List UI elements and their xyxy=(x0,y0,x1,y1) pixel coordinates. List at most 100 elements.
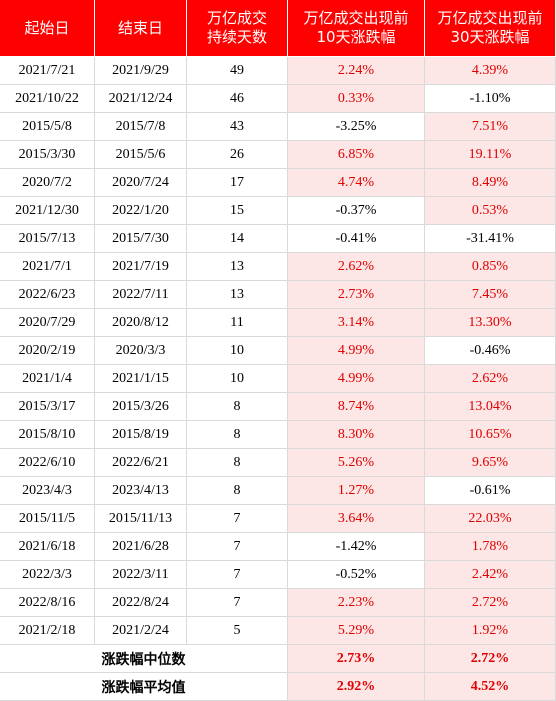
table-cell: 2.62% xyxy=(425,365,556,393)
table-cell: 7 xyxy=(187,505,288,533)
table-cell: 2022/6/23 xyxy=(0,281,95,309)
cell-text: 2023/4/13 xyxy=(112,482,169,498)
summary-label: 涨跌幅中位数 xyxy=(0,645,288,673)
table-cell: 2021/1/15 xyxy=(95,365,187,393)
table-cell: 2021/7/1 xyxy=(0,253,95,281)
cell-text: -0.41% xyxy=(335,230,377,246)
summary-label: 涨跌幅平均值 xyxy=(0,673,288,701)
summary-label-text: 涨跌幅平均值 xyxy=(101,679,186,696)
cell-text: 0.85% xyxy=(471,258,509,274)
cell-text: -0.37% xyxy=(335,202,377,218)
table-cell: 2022/6/10 xyxy=(0,449,95,477)
header-text: 起始日 xyxy=(24,18,70,37)
table-cell: 6.85% xyxy=(288,141,425,169)
table-cell: 49 xyxy=(187,57,288,85)
table-cell: 14 xyxy=(187,225,288,253)
table-cell: 7 xyxy=(187,533,288,561)
table-cell: 0.53% xyxy=(425,197,556,225)
table-cell: 2015/11/13 xyxy=(95,505,187,533)
cell-text: 2.23% xyxy=(337,594,375,610)
cell-text: 2023/4/3 xyxy=(22,482,72,498)
table-cell: 8.49% xyxy=(425,169,556,197)
cell-text: 8 xyxy=(233,454,241,470)
table-cell: 7.45% xyxy=(425,281,556,309)
summary-value-text: 2.72% xyxy=(470,650,510,666)
table-cell: 22.03% xyxy=(425,505,556,533)
summary-value-text: 4.52% xyxy=(470,678,510,694)
header-cell: 万亿成交 持续天数 xyxy=(187,0,288,57)
cell-text: 2021/6/28 xyxy=(112,538,169,554)
table-cell: 13 xyxy=(187,281,288,309)
table-cell: 2015/3/30 xyxy=(0,141,95,169)
table-cell: 5 xyxy=(187,617,288,645)
table-cell: 2015/8/19 xyxy=(95,421,187,449)
cell-text: 2021/12/24 xyxy=(108,90,173,106)
header-cell: 万亿成交出现前 10天涨跌幅 xyxy=(288,0,425,57)
cell-text: 2015/7/8 xyxy=(115,118,166,134)
cell-text: 2021/9/29 xyxy=(112,62,169,78)
header-cell: 结束日 xyxy=(95,0,187,57)
cell-text: 11 xyxy=(230,314,244,330)
summary-value-text: 2.92% xyxy=(336,678,376,694)
table-cell: 43 xyxy=(187,113,288,141)
cell-text: 2021/6/18 xyxy=(18,538,76,554)
cell-text: 10 xyxy=(230,342,244,358)
table-cell: -1.42% xyxy=(288,533,425,561)
table-cell: 2015/3/26 xyxy=(95,393,187,421)
cell-text: 2022/6/21 xyxy=(112,454,169,470)
cell-text: 2020/7/29 xyxy=(18,314,76,330)
cell-text: 2021/7/1 xyxy=(22,258,72,274)
table-cell: 2.23% xyxy=(288,589,425,617)
cell-text: 8.49% xyxy=(471,174,509,190)
cell-text: 2022/6/23 xyxy=(18,286,76,302)
cell-text: 22.03% xyxy=(468,510,512,526)
cell-text: 43 xyxy=(230,118,244,134)
table-cell: 2.24% xyxy=(288,57,425,85)
cell-text: 5.29% xyxy=(337,622,375,638)
cell-text: 8.74% xyxy=(337,398,375,414)
table-cell: -0.52% xyxy=(288,561,425,589)
table-cell: 2.72% xyxy=(425,589,556,617)
cell-text: 2015/7/13 xyxy=(18,230,76,246)
header-cell: 万亿成交出现前 30天涨跌幅 xyxy=(425,0,556,57)
table-cell: 2021/2/18 xyxy=(0,617,95,645)
cell-text: 7.51% xyxy=(471,118,509,134)
table-cell: 2021/9/29 xyxy=(95,57,187,85)
table-cell: 3.14% xyxy=(288,309,425,337)
cell-text: 4.99% xyxy=(337,342,375,358)
table-cell: -3.25% xyxy=(288,113,425,141)
table-cell: 4.39% xyxy=(425,57,556,85)
table-cell: 17 xyxy=(187,169,288,197)
table-cell: 2015/8/10 xyxy=(0,421,95,449)
header-text: 万亿成交出现前 xyxy=(437,9,543,27)
table-cell: 2020/7/29 xyxy=(0,309,95,337)
cell-text: 1.27% xyxy=(337,482,375,498)
table-cell: 15 xyxy=(187,197,288,225)
cell-text: -1.42% xyxy=(335,538,377,554)
header-text: 30天涨跌幅 xyxy=(450,28,530,46)
cell-text: -0.61% xyxy=(469,482,511,498)
cell-text: 2015/8/19 xyxy=(112,426,169,442)
cell-text: 0.33% xyxy=(337,90,375,106)
cell-text: 7 xyxy=(233,594,241,610)
cell-text: 2022/1/20 xyxy=(112,202,169,218)
table-cell: 2022/8/24 xyxy=(95,589,187,617)
summary-value: 2.73% xyxy=(288,645,425,673)
cell-text: 2015/3/17 xyxy=(18,398,76,414)
cell-text: 2015/8/10 xyxy=(18,426,76,442)
table-cell: 8 xyxy=(187,477,288,505)
cell-text: 7.45% xyxy=(471,286,509,302)
cell-text: 46 xyxy=(230,90,244,106)
table-cell: 13.30% xyxy=(425,309,556,337)
cell-text: 2015/5/8 xyxy=(22,118,72,134)
cell-text: 14 xyxy=(230,230,244,246)
table-cell: 2015/7/30 xyxy=(95,225,187,253)
cell-text: 2.42% xyxy=(471,566,509,582)
cell-text: -0.46% xyxy=(469,342,511,358)
cell-text: -0.52% xyxy=(335,566,377,582)
cell-text: 2022/6/10 xyxy=(18,454,76,470)
cell-text: 7 xyxy=(233,538,241,554)
cell-text: 2021/12/30 xyxy=(15,202,79,218)
cell-text: 2015/3/30 xyxy=(18,146,76,162)
